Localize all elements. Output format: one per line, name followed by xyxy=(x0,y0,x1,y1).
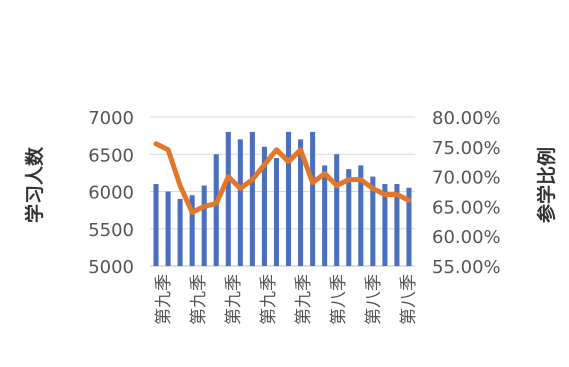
left-tick-label: 7000 xyxy=(88,108,134,129)
bar xyxy=(310,131,316,266)
bar xyxy=(394,184,400,266)
bar-series xyxy=(153,131,412,266)
bar xyxy=(346,169,352,266)
x-tick-label: 第九季 xyxy=(154,274,174,325)
bar xyxy=(165,191,171,266)
bar xyxy=(249,131,255,266)
bar xyxy=(153,184,159,266)
right-tick-label: 55.00% xyxy=(432,257,501,278)
left-tick-label: 5000 xyxy=(88,257,134,278)
right-axis-ticks: 80.00% 75.00% 70.00% 65.00% 60.00% 55.00% xyxy=(432,108,501,278)
bar xyxy=(298,139,304,266)
x-tick-label: 第八季 xyxy=(329,274,349,325)
x-tick-label: 第九季 xyxy=(224,274,244,325)
bar xyxy=(177,198,183,266)
bar xyxy=(273,157,280,266)
bar xyxy=(322,165,328,266)
x-axis-ticks: 第九季 第九季 第九季 第九季 第九季 第八季 第八季 第八季 xyxy=(154,274,419,325)
x-tick-label: 第九季 xyxy=(294,274,314,325)
line-series xyxy=(153,141,412,215)
bar xyxy=(237,139,243,266)
x-tick-label: 第八季 xyxy=(399,274,419,325)
bar xyxy=(201,185,207,266)
left-tick-label: 5500 xyxy=(88,220,134,241)
bar xyxy=(370,176,376,266)
left-axis-ticks: 7000 6500 6000 5500 5000 xyxy=(88,108,134,278)
bar xyxy=(285,131,292,266)
x-tick-label: 第九季 xyxy=(259,274,279,325)
right-tick-label: 60.00% xyxy=(432,227,501,248)
left-tick-label: 6500 xyxy=(88,145,134,166)
left-axis-title: 学习人数 xyxy=(23,146,46,223)
bar xyxy=(189,195,195,266)
x-tick-label: 第八季 xyxy=(364,274,384,325)
left-tick-label: 6000 xyxy=(88,183,134,204)
x-tick-label: 第九季 xyxy=(189,274,209,325)
right-tick-label: 70.00% xyxy=(432,168,501,189)
bar xyxy=(261,146,267,266)
right-tick-label: 80.00% xyxy=(432,108,501,129)
right-tick-label: 75.00% xyxy=(432,138,501,159)
bar xyxy=(382,184,388,266)
bar xyxy=(225,131,231,266)
line-path xyxy=(153,141,412,215)
bar xyxy=(406,187,412,266)
right-tick-label: 65.00% xyxy=(432,197,501,218)
right-axis-title: 参学比例 xyxy=(535,147,558,223)
bar xyxy=(334,154,340,266)
bar xyxy=(358,165,364,266)
bar xyxy=(213,154,219,266)
